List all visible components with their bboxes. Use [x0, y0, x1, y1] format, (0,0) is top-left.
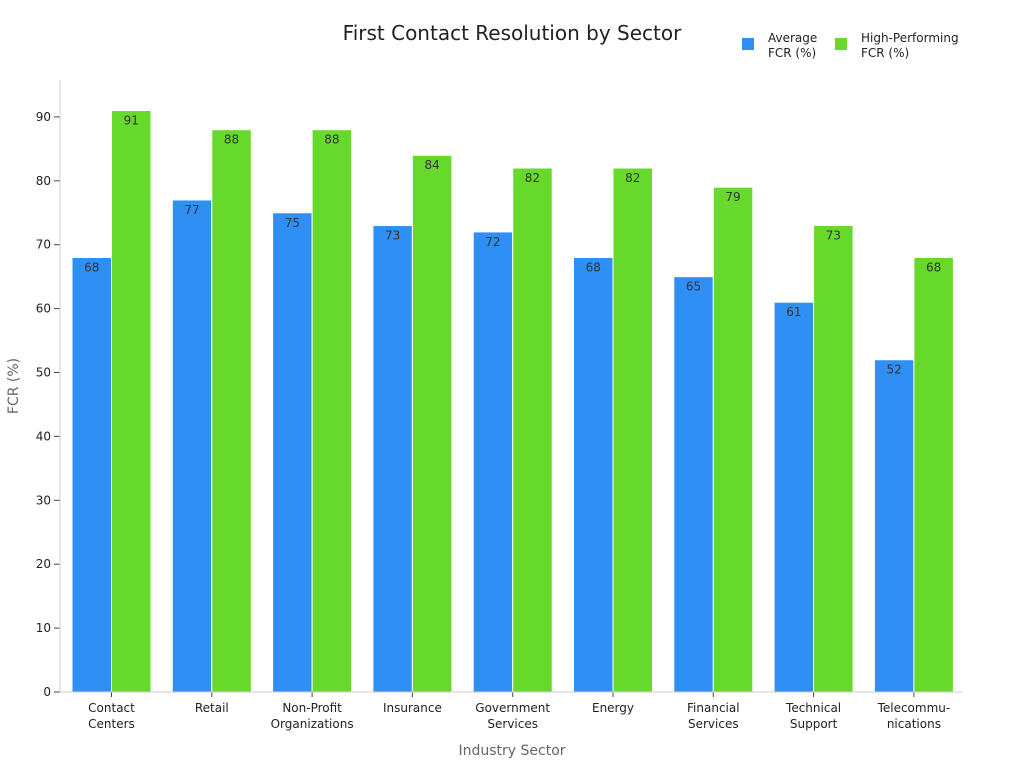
value-label-average: 73: [385, 229, 400, 243]
bar-high-performing: [913, 256, 954, 693]
bar-high-performing: [211, 129, 252, 693]
value-label-high-performing: 82: [525, 171, 540, 185]
bar-average: [372, 225, 413, 693]
value-label-high-performing: 88: [224, 133, 239, 147]
x-tick-label: Non-Profit Organizations: [271, 701, 354, 731]
y-tick-label: 0: [43, 685, 51, 699]
bar-group: [71, 110, 954, 693]
value-label-high-performing: 91: [124, 114, 139, 128]
bar-high-performing: [411, 154, 453, 693]
value-label-average: 68: [586, 260, 601, 274]
bar-average: [673, 276, 714, 693]
y-tick-label: 10: [36, 621, 51, 635]
plot-area: 0 10 20 30 40 50 60 70 80 90 68 91 77 88 75 88 73 84 72 82…: [36, 80, 963, 731]
value-label-average: 72: [485, 235, 500, 249]
bar-high-performing: [311, 129, 353, 693]
value-label-high-performing: 73: [826, 229, 841, 243]
value-label-high-performing: 79: [725, 190, 740, 204]
legend-swatch-high-performing: [835, 38, 847, 50]
y-tick-label: 60: [36, 302, 51, 316]
value-label-high-performing: 84: [425, 158, 440, 172]
bar-high-performing: [612, 167, 653, 693]
y-tick-label: 80: [36, 174, 51, 188]
x-tick-label: Government Services: [475, 701, 550, 731]
value-label-high-performing: 82: [625, 171, 640, 185]
x-tick-label: Energy: [592, 701, 634, 715]
bar-average: [573, 256, 614, 693]
value-label-average: 77: [184, 203, 199, 217]
bar-average: [71, 256, 112, 693]
legend-label-average: Average FCR (%): [768, 31, 817, 60]
y-tick-label: 40: [36, 429, 51, 443]
x-tick-label: Contact Centers: [88, 701, 135, 731]
value-label-average: 68: [84, 260, 99, 274]
legend: Average FCR (%) High-Performing FCR (%): [742, 31, 959, 60]
legend-label-high-performing: High-Performing FCR (%): [861, 31, 959, 60]
bar-average: [873, 359, 915, 693]
value-label-average: 65: [686, 280, 701, 294]
legend-swatch-average: [742, 38, 754, 50]
value-label-average: 61: [786, 305, 801, 319]
bar-high-performing: [111, 110, 152, 693]
bar-high-performing: [712, 186, 754, 693]
x-axis-ticks: Contact Centers Retail Non-Profit Organizati…: [88, 692, 950, 731]
value-label-average: 75: [285, 216, 300, 230]
x-tick-label: Retail: [195, 701, 229, 715]
value-label-average: 52: [887, 363, 902, 377]
bar-average: [272, 212, 313, 693]
y-axis-title: FCR (%): [6, 358, 22, 414]
x-tick-label: Insurance: [383, 701, 442, 715]
bar-average: [472, 231, 514, 693]
bar-high-performing: [813, 225, 854, 693]
y-tick-label: 30: [36, 493, 51, 507]
x-tick-label: Telecommu-nications: [877, 701, 951, 731]
x-tick-label: Financial Services: [687, 701, 740, 731]
y-axis-ticks: 0 10 20 30 40 50 60 70 80 90: [36, 110, 60, 699]
bar-high-performing: [512, 167, 553, 693]
y-tick-label: 50: [36, 366, 51, 380]
x-axis-title: Industry Sector: [458, 743, 565, 759]
y-tick-label: 70: [36, 238, 51, 252]
value-label-high-performing: 88: [324, 133, 339, 147]
bar-average: [773, 301, 815, 693]
value-labels: 68 91 77 88 75 88 73 84 72 82 68 82 65 79 61 73 52 68: [84, 114, 941, 377]
x-tick-label: Technical Support: [785, 701, 841, 731]
chart-title: First Contact Resolution by Sector: [343, 21, 682, 45]
bar-average: [171, 199, 213, 693]
y-tick-label: 20: [36, 557, 51, 571]
value-label-high-performing: 68: [926, 260, 941, 274]
y-tick-label: 90: [36, 110, 51, 124]
